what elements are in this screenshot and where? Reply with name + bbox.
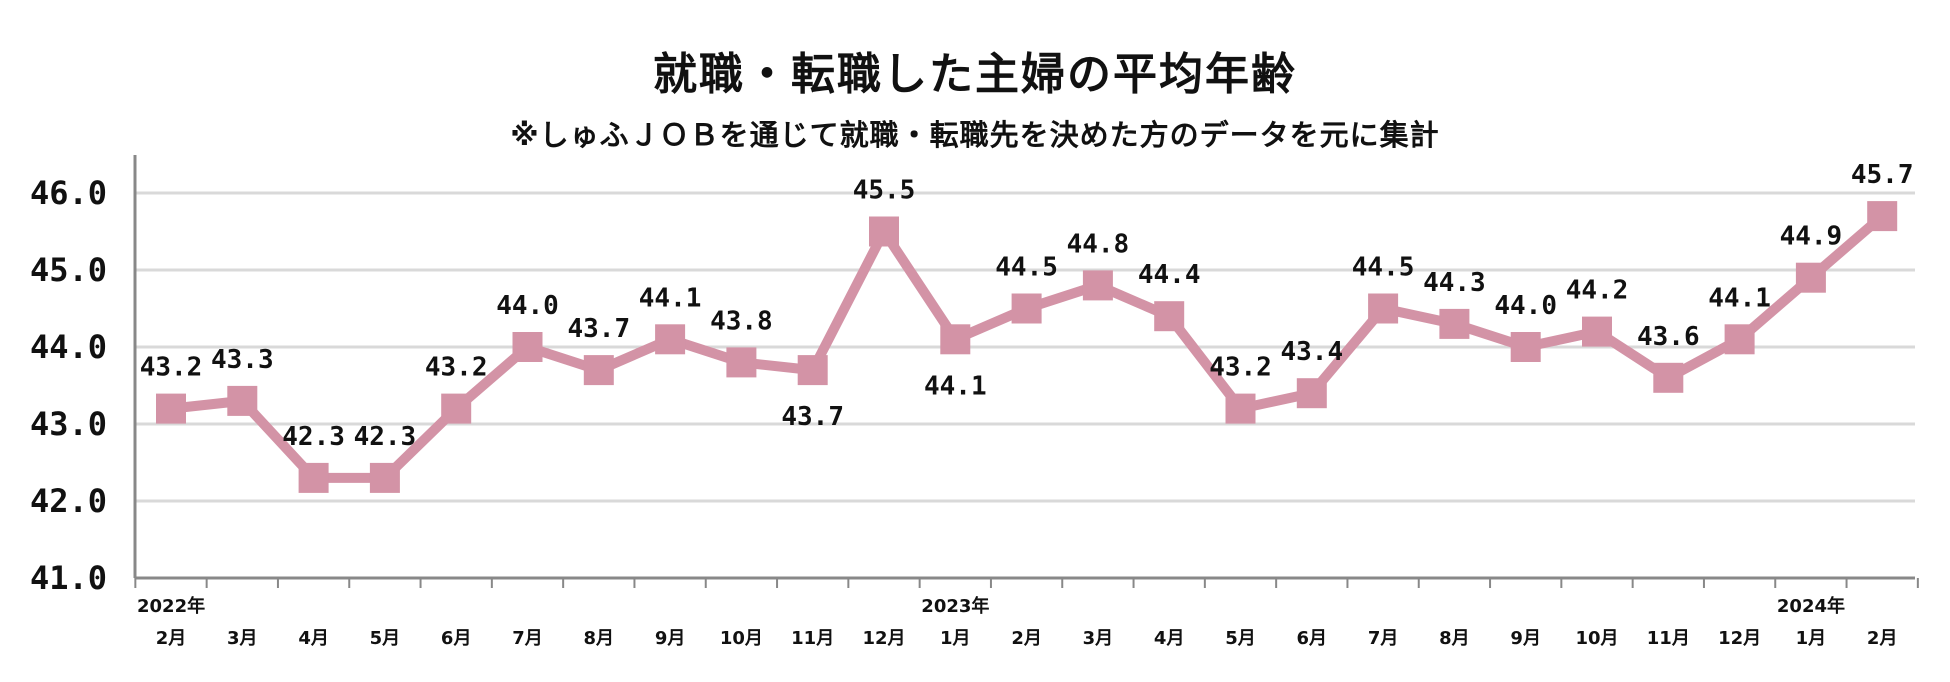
data-point-marker [1011, 293, 1042, 324]
data-point-marker [655, 324, 686, 355]
data-point-marker [1082, 270, 1113, 301]
data-label: 43.4 [1280, 337, 1343, 367]
x-tick-label: 2月 [1011, 628, 1042, 649]
x-tick-label: 4月 [1154, 628, 1185, 649]
data-label: 44.2 [1566, 276, 1629, 306]
x-tick-label: 2月 [1867, 628, 1898, 649]
x-tick-label: 12月 [1718, 628, 1761, 649]
x-tick-label: 9月 [655, 628, 686, 649]
y-tick-label: 41.0 [30, 559, 107, 597]
data-label: 43.3 [211, 345, 274, 375]
data-label: 44.5 [995, 253, 1058, 283]
x-tick-label: 12月 [862, 628, 905, 649]
y-tick-label: 45.0 [30, 251, 107, 289]
x-tick-label: 1月 [1796, 628, 1827, 649]
data-point-marker [797, 355, 828, 386]
year-label: 2024年 [1777, 595, 1845, 617]
x-tick-label: 8月 [584, 628, 615, 649]
x-tick-label: 4月 [298, 628, 329, 649]
x-tick-label: 7月 [1368, 628, 1399, 649]
chart-subtitle: ※しゅふＪＯＢを通じて就職・転職先を決めた方のデータを元に集計 [510, 118, 1440, 152]
data-point-marker [1653, 362, 1684, 393]
data-point-marker [1368, 293, 1399, 324]
y-tick-label: 46.0 [30, 174, 107, 212]
data-point-marker [298, 462, 329, 493]
data-label: 43.6 [1637, 322, 1700, 352]
data-label: 44.8 [1067, 229, 1130, 259]
data-point-marker [1154, 301, 1185, 332]
x-tick-label: 6月 [1297, 628, 1328, 649]
x-tick-label: 5月 [370, 628, 401, 649]
x-tick-label: 5月 [1225, 628, 1256, 649]
data-point-marker [1867, 201, 1898, 232]
data-point-marker [156, 393, 186, 424]
x-tick-label: 7月 [512, 628, 543, 649]
data-point-marker [1296, 378, 1327, 409]
year-label: 2023年 [921, 595, 989, 617]
data-label: 44.0 [1494, 291, 1557, 321]
x-tick-label: 9月 [1510, 628, 1541, 649]
data-label: 44.1 [639, 283, 702, 313]
data-point-marker [1439, 308, 1470, 339]
data-point-marker [869, 216, 899, 247]
data-label: 43.2 [425, 353, 488, 383]
data-label: 45.7 [1851, 160, 1914, 190]
data-point-marker [940, 324, 971, 355]
x-tick-label: 1月 [940, 628, 971, 649]
data-point-marker [726, 347, 757, 378]
x-tick-label: 3月 [1083, 628, 1114, 649]
data-label: 44.1 [1708, 283, 1771, 313]
data-point-marker [441, 393, 472, 424]
data-label: 44.3 [1423, 268, 1486, 298]
y-tick-label: 43.0 [30, 405, 107, 443]
data-point-marker [583, 355, 614, 386]
x-tick-label: 3月 [227, 628, 258, 649]
x-tick-label: 11月 [1647, 628, 1690, 649]
data-point-marker [1225, 393, 1256, 424]
x-tick-label: 10月 [720, 628, 763, 649]
data-label: 42.3 [354, 422, 417, 452]
x-tick-label: 6月 [441, 628, 472, 649]
data-label: 43.7 [567, 314, 630, 344]
x-tick-label: 8月 [1439, 628, 1470, 649]
data-point-marker [1724, 324, 1755, 355]
data-label: 44.9 [1780, 222, 1843, 252]
data-point-marker [369, 462, 400, 493]
data-label: 44.1 [924, 371, 987, 401]
data-label: 43.7 [781, 402, 844, 432]
data-label: 44.5 [1352, 253, 1415, 283]
data-label: 42.3 [282, 422, 345, 452]
data-point-marker [1795, 262, 1826, 293]
data-label: 44.0 [496, 291, 559, 321]
y-tick-label: 44.0 [30, 328, 107, 366]
data-label: 43.2 [140, 353, 203, 383]
data-label: 43.2 [1209, 353, 1272, 383]
data-label: 43.8 [710, 306, 773, 336]
x-tick-label: 11月 [791, 628, 834, 649]
data-point-marker [512, 332, 543, 362]
x-tick-label: 10月 [1575, 628, 1618, 649]
data-point-marker [1510, 332, 1541, 362]
chart-title: 就職・転職した主婦の平均年齢 [653, 49, 1297, 100]
data-point-marker [227, 385, 258, 416]
x-tick-label: 2月 [156, 628, 187, 649]
y-tick-label: 42.0 [30, 482, 107, 520]
data-point-marker [1582, 316, 1612, 347]
data-label: 44.4 [1138, 260, 1201, 290]
year-label: 2022年 [137, 595, 205, 617]
data-label: 45.5 [853, 176, 916, 206]
